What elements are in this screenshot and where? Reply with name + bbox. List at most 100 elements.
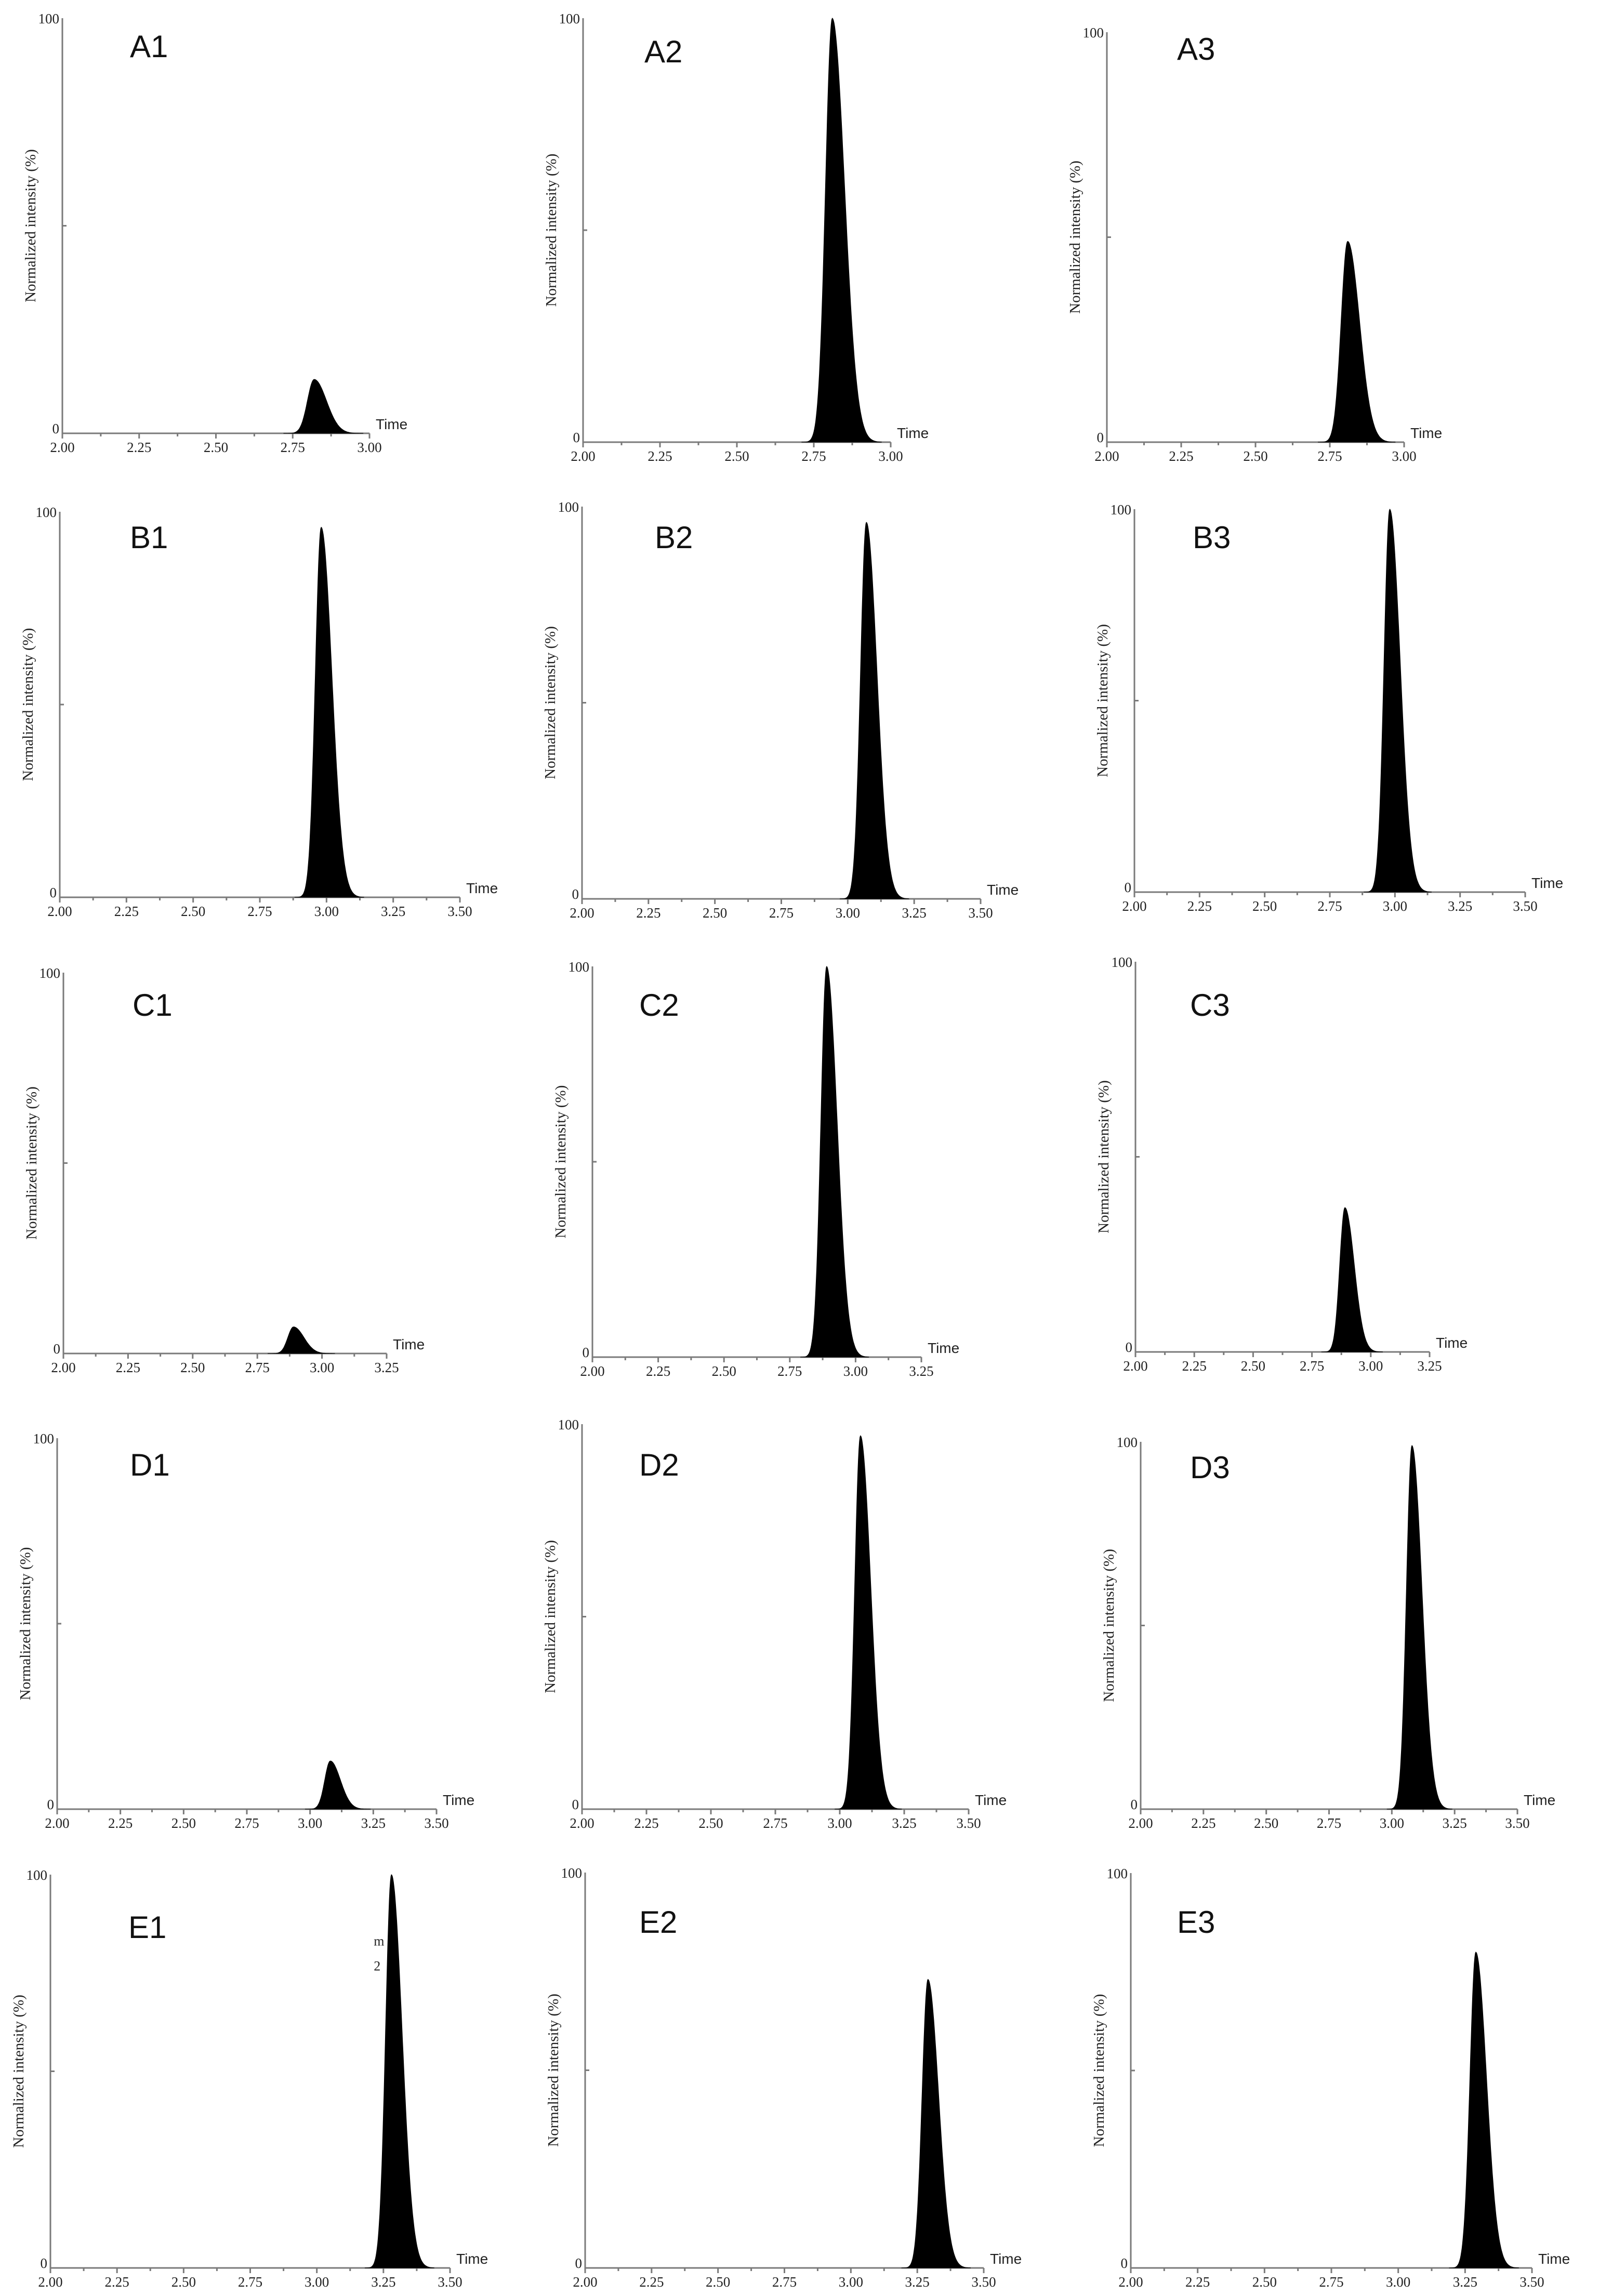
x-tick-label: 3.00 (827, 1815, 852, 1831)
y-tick-label: 0 (50, 885, 57, 900)
x-tick-label: 3.00 (1386, 2274, 1410, 2290)
y-tick-label: 100 (1107, 1866, 1128, 1881)
x-tick-label: 2.50 (724, 448, 749, 464)
panel-label: D3 (1190, 1450, 1230, 1485)
x-axis-label: Time (975, 1792, 1007, 1808)
y-tick-label: 100 (36, 505, 57, 520)
y-axis-label: Normalized intensity (%) (17, 1547, 34, 1701)
y-axis-label: Normalized intensity (%) (1101, 1549, 1117, 1702)
peak-area (1318, 241, 1396, 443)
y-axis-label: Normalized intensity (%) (1094, 624, 1111, 777)
x-tick-label: 2.25 (647, 448, 672, 464)
x-tick-label: 3.25 (371, 2274, 395, 2290)
x-tick-label: 3.00 (1392, 448, 1416, 464)
y-tick-label: 0 (573, 430, 580, 445)
y-tick-label: 100 (561, 1865, 583, 1881)
x-tick-label: 2.00 (47, 904, 72, 919)
x-tick-label: 2.75 (1317, 448, 1342, 464)
panel-label: C1 (133, 988, 173, 1023)
y-tick-label: 100 (1083, 25, 1104, 41)
x-tick-label: 2.50 (703, 905, 727, 921)
x-tick-label: 2.75 (801, 448, 826, 464)
x-tick-label: 2.25 (1191, 1815, 1215, 1831)
x-tick-label: 3.00 (843, 1363, 868, 1379)
x-axis-label: Time (928, 1340, 959, 1356)
x-axis-label: Time (987, 882, 1019, 898)
y-tick-label: 0 (1121, 2255, 1128, 2271)
panel-label: A3 (1177, 32, 1215, 67)
x-tick-label: 2.50 (1241, 1358, 1265, 1374)
panel-label: D1 (130, 1448, 170, 1482)
x-tick-label: 2.75 (1317, 1815, 1341, 1831)
x-tick-label: 2.50 (180, 1360, 205, 1375)
x-tick-label: 3.50 (1513, 898, 1537, 914)
y-tick-label: 0 (572, 886, 579, 902)
y-axis-label: Normalized intensity (%) (545, 1994, 562, 2147)
x-tick-label: 2.00 (1122, 898, 1146, 914)
x-tick-label: 2.75 (769, 905, 794, 921)
x-tick-label: 2.50 (1252, 2274, 1277, 2290)
x-axis-label: Time (1436, 1335, 1468, 1351)
x-tick-label: 2.50 (706, 2274, 730, 2290)
x-tick-label: 2.75 (772, 2274, 797, 2290)
x-tick-label: 2.75 (777, 1363, 802, 1379)
x-tick-label: 3.50 (1519, 2274, 1544, 2290)
y-tick-label: 100 (1111, 502, 1132, 517)
x-tick-label: 2.00 (38, 2274, 62, 2290)
x-tick-label: 2.00 (571, 448, 595, 464)
x-tick-label: 2.25 (646, 1363, 670, 1379)
x-axis-label: Time (1410, 425, 1442, 441)
peak-area (294, 526, 364, 898)
x-tick-label: 3.00 (1358, 1358, 1383, 1374)
x-tick-label: 2.75 (1300, 1358, 1324, 1374)
panel-label: B1 (130, 520, 168, 555)
peak-annotation: m (374, 1933, 384, 1948)
x-tick-label: 3.00 (836, 905, 860, 921)
y-tick-label: 0 (1125, 880, 1132, 895)
x-tick-label: 2.25 (105, 2274, 129, 2290)
x-tick-label: 2.25 (114, 904, 139, 919)
x-tick-label: 2.00 (1094, 448, 1119, 464)
x-tick-label: 3.00 (1380, 1815, 1404, 1831)
x-tick-label: 2.50 (204, 440, 228, 455)
panel-label: B3 (1193, 520, 1231, 555)
y-tick-label: 100 (39, 965, 61, 981)
x-axis-label: Time (1524, 1792, 1555, 1808)
y-axis-label: Normalized intensity (%) (1091, 1994, 1107, 2147)
y-tick-label: 100 (559, 11, 580, 26)
y-tick-label: 100 (1117, 1435, 1138, 1450)
peak-area (835, 1435, 902, 1810)
x-axis-label: Time (443, 1792, 474, 1808)
x-tick-label: 2.75 (763, 1815, 787, 1831)
peak-area (1386, 1445, 1452, 1810)
x-tick-label: 3.00 (839, 2274, 863, 2290)
x-tick-label: 2.00 (45, 1815, 69, 1831)
panel-label: E3 (1177, 1905, 1215, 1940)
y-tick-label: 0 (54, 1341, 61, 1357)
x-tick-label: 2.00 (573, 2274, 597, 2290)
x-tick-label: 2.75 (281, 440, 305, 455)
x-tick-label: 3.50 (438, 2274, 462, 2290)
y-tick-label: 0 (47, 1797, 55, 1812)
x-tick-label: 3.25 (1448, 898, 1472, 914)
y-axis-label: Normalized intensity (%) (23, 1086, 40, 1240)
peak-area (283, 379, 364, 434)
x-tick-label: 2.50 (1252, 898, 1277, 914)
x-tick-label: 2.25 (1182, 1358, 1207, 1374)
x-tick-label: 3.50 (968, 905, 993, 921)
y-tick-label: 100 (569, 959, 590, 975)
peak-area (305, 1760, 371, 1810)
y-tick-label: 0 (1097, 430, 1104, 445)
y-axis-label: Normalized intensity (%) (542, 626, 559, 779)
x-tick-label: 2.25 (1169, 448, 1193, 464)
x-tick-label: 2.50 (1254, 1815, 1278, 1831)
x-tick-label: 3.25 (892, 1815, 916, 1831)
